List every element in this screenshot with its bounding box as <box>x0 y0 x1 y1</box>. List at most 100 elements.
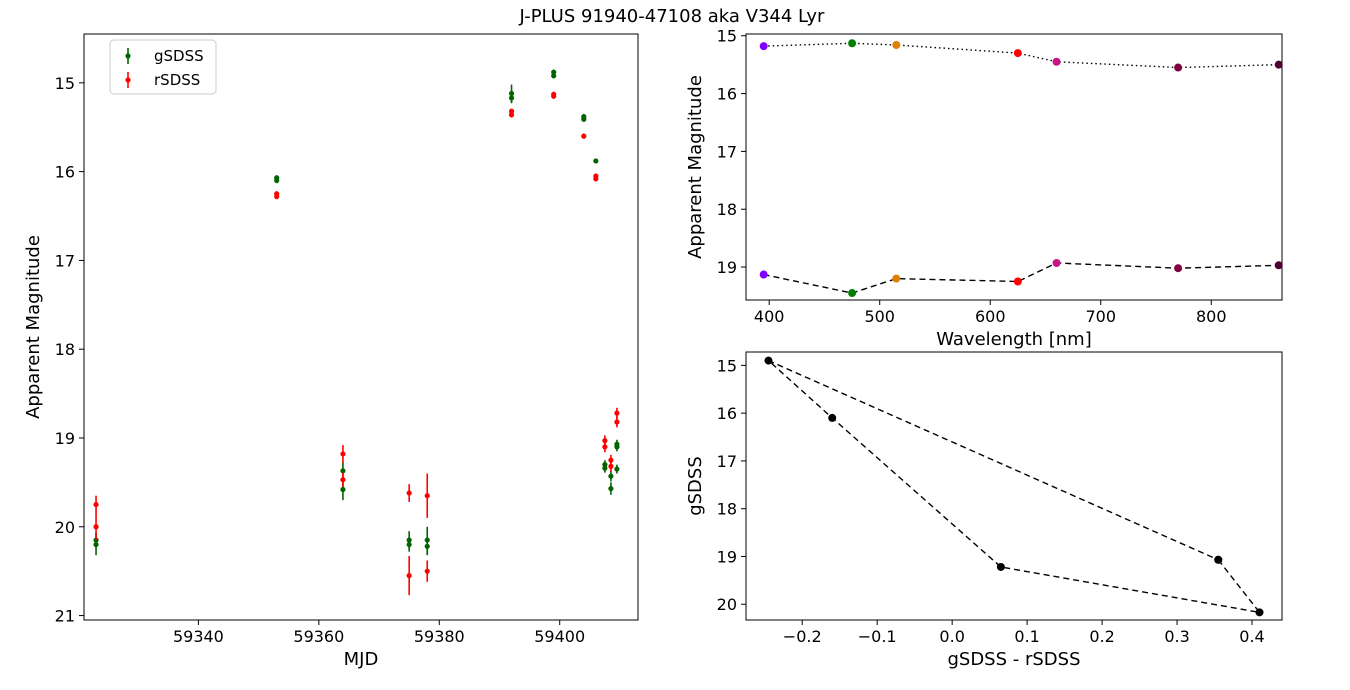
sed-ytick-label: 16 <box>717 85 737 104</box>
sed-x-axis-label: Wavelength [nm] <box>936 329 1092 350</box>
sed-ytick-label: 18 <box>717 200 737 219</box>
sed-xtick-label: 500 <box>864 307 895 326</box>
sed-bright-point <box>1174 63 1183 72</box>
lightcurve-ytick-label: 16 <box>55 163 75 182</box>
legend-label-gSDSS: gSDSS <box>154 47 204 65</box>
sed-bright-line <box>763 42 1279 69</box>
lightcurve-axes-frame <box>83 33 639 621</box>
gSDSS-point <box>508 95 515 101</box>
lightcurve-x-axis-label: MJD <box>344 649 379 670</box>
color-mag-point <box>1214 555 1223 564</box>
sed-ytick-label: 15 <box>717 27 737 46</box>
rSDSS-point <box>93 501 99 508</box>
color-mag-xtick-label: 0.2 <box>1089 627 1114 646</box>
color-mag-x-axis-label: gSDSS - rSDSS <box>947 649 1080 670</box>
rSDSS-point <box>614 410 620 416</box>
color-mag-xtick-label: 0.1 <box>1014 627 1039 646</box>
color-mag-line <box>768 359 1262 614</box>
lightcurve-ytick-label: 19 <box>55 429 75 448</box>
rSDSS-point <box>424 568 430 574</box>
lightcurve-ytick-label: 17 <box>55 251 75 270</box>
color-mag-point <box>764 356 773 365</box>
color-mag-xtick-label: 0.4 <box>1239 627 1264 646</box>
rSDSS-point <box>274 193 280 200</box>
lightcurve-ytick-label: 18 <box>55 340 75 359</box>
rSDSS-point <box>581 133 587 139</box>
color-mag-point <box>996 562 1005 571</box>
lightcurve-y-axis-label: Apparent Magnitude <box>23 235 44 419</box>
sed-faint-point <box>848 289 857 298</box>
sed-bright-point <box>1274 60 1283 69</box>
legend-label-rSDSS: rSDSS <box>154 71 200 89</box>
gSDSS-point <box>340 468 346 474</box>
gSDSS-point <box>608 473 614 479</box>
lightcurve-ytick-label: 20 <box>55 518 75 537</box>
sed-bright-point <box>1052 57 1061 66</box>
sed-xtick-label: 800 <box>1196 307 1227 326</box>
lightcurve-xtick-label: 59400 <box>534 627 585 646</box>
rSDSS-point <box>508 112 515 118</box>
color-magnitude-panel: −0.2 −0.1 0.0 0.1 0.2 0.3 0.4 15 16 17 18 19 20 gSDSS… <box>685 351 1283 670</box>
gSDSS-point <box>608 485 614 492</box>
rSDSS-point <box>93 524 99 530</box>
color-mag-ytick-label: 15 <box>717 356 737 375</box>
gSDSS-point <box>614 441 620 447</box>
sed-faint-point <box>1013 277 1022 286</box>
color-mag-xtick-label: −0.2 <box>783 627 822 646</box>
sed-ytick-label: 17 <box>717 142 737 161</box>
color-mag-axes-frame <box>745 351 1283 621</box>
sed-xtick-label: 600 <box>975 307 1006 326</box>
sed-y-axis-label: Apparent Magnitude <box>685 75 706 259</box>
color-mag-point <box>1255 608 1264 617</box>
rSDSS-point <box>424 493 430 499</box>
gSDSS-point <box>593 158 599 164</box>
lightcurve-ytick-label: 21 <box>55 607 75 626</box>
legend-box <box>109 39 217 95</box>
color-mag-point <box>828 413 837 422</box>
sed-bright-point <box>848 39 857 48</box>
rSDSS-point <box>406 573 412 579</box>
color-mag-xtick-label: 0.3 <box>1164 627 1189 646</box>
lightcurve-xtick-label: 59360 <box>293 627 344 646</box>
sed-panel: 400 500 600 700 800 15 16 17 18 19 Wavelength [nm]… <box>685 27 1283 350</box>
sed-bright-point <box>1013 49 1022 58</box>
sed-xtick-label: 400 <box>754 307 785 326</box>
sed-ytick-label: 19 <box>717 258 737 277</box>
figure-title: J-PLUS 91940-47108 aka V344 Lyr <box>519 6 826 27</box>
gSDSS-point <box>93 541 99 548</box>
color-mag-ytick-label: 19 <box>717 547 737 566</box>
color-mag-xtick-label: 0.0 <box>939 627 964 646</box>
rSDSS-point <box>406 490 412 496</box>
sed-faint-point <box>1174 264 1183 273</box>
gSDSS-point <box>274 177 280 184</box>
rSDSS-point <box>340 477 346 483</box>
gSDSS-point <box>406 541 412 548</box>
rSDSS-point <box>551 93 557 99</box>
rSDSS-point <box>602 444 608 450</box>
color-mag-ytick-label: 16 <box>717 404 737 423</box>
lightcurve-ytick-label: 15 <box>55 74 75 93</box>
rSDSS-point <box>608 457 614 463</box>
legend-marker-gSDSS <box>125 53 131 59</box>
rSDSS-point <box>593 176 599 182</box>
sed-faint-point <box>892 274 901 283</box>
rSDSS-point <box>602 438 608 444</box>
rSDSS-point <box>340 451 346 457</box>
sed-axes-frame <box>745 33 1283 301</box>
sed-faint-point <box>1052 258 1061 267</box>
gSDSS-point <box>602 465 608 471</box>
sed-bright-point <box>892 40 901 49</box>
gSDSS-point <box>424 543 430 549</box>
sed-faint-point <box>1274 261 1283 270</box>
gSDSS-point <box>340 486 346 493</box>
lightcurve-xtick-label: 59340 <box>173 627 224 646</box>
lightcurve-panel: 59340 59360 59380 59400 15 16 17 18 19 20 21 MJD App… <box>23 33 639 670</box>
rSDSS-point <box>608 463 614 469</box>
sed-faint-point <box>759 270 768 279</box>
color-mag-xtick-label: −0.1 <box>858 627 897 646</box>
gSDSS-point <box>614 466 620 472</box>
color-mag-ytick-label: 17 <box>717 452 737 471</box>
gSDSS-point <box>581 116 587 122</box>
sed-faint-line <box>763 262 1279 294</box>
